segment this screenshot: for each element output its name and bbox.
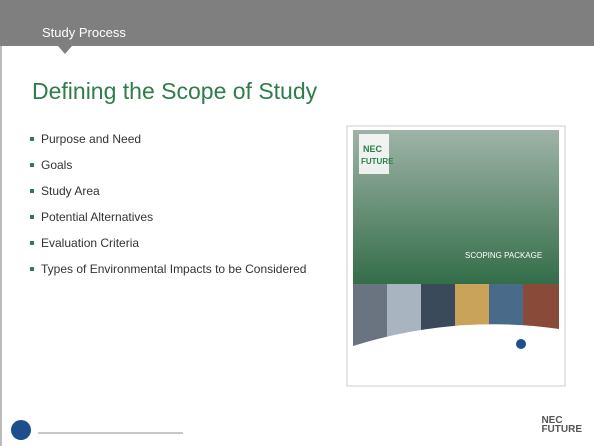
bullet-item: Purpose and Need — [28, 132, 318, 146]
bullet-item: Types of Environmental Impacts to be Con… — [28, 262, 318, 276]
section-label: Study Process — [42, 25, 126, 40]
header-bar: Study Process — [0, 0, 594, 46]
cover-emblem — [516, 339, 526, 349]
cover-image: NEC FUTURE SCOPING PACKAGE — [345, 124, 567, 388]
footer-logo: NEC FUTURE — [541, 416, 582, 434]
bullet-item: Study Area — [28, 184, 318, 198]
bullet-list: Purpose and Need Goals Study Area Potential… — [28, 132, 318, 288]
slide-edge — [0, 46, 2, 446]
dot-logo — [11, 420, 31, 440]
cover-logo-box — [359, 134, 389, 174]
footer-left — [8, 418, 208, 442]
cover-logo: NEC — [363, 144, 383, 154]
header-pointer — [58, 46, 72, 54]
bullet-item: Potential Alternatives — [28, 210, 318, 224]
footer-logo-line: FUTURE — [541, 425, 582, 434]
slide-title: Defining the Scope of Study — [32, 78, 317, 105]
cover-label: SCOPING PACKAGE — [465, 251, 542, 260]
slide: {"header": {"section": "Study Process"},… — [0, 0, 594, 446]
bullet-item: Evaluation Criteria — [28, 236, 318, 250]
cover-logo: FUTURE — [361, 157, 394, 166]
bullet-item: Goals — [28, 158, 318, 172]
